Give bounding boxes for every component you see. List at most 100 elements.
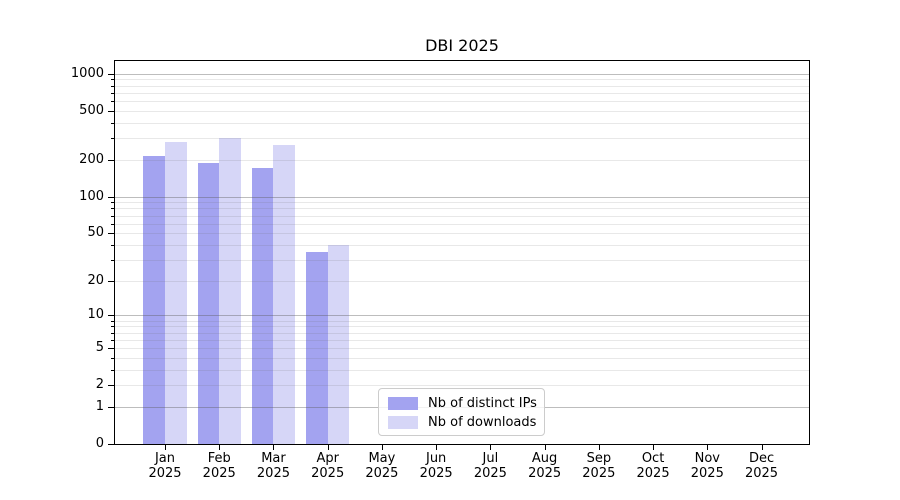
y-minor-tick-mark — [111, 208, 115, 210]
y-tick-mark — [108, 110, 115, 112]
y-minor-tick-mark — [111, 85, 115, 87]
x-tick-mark — [544, 445, 546, 450]
y-minor-tick-mark — [111, 326, 115, 328]
y-tick-mark — [108, 406, 115, 408]
x-tick-month: Mar — [261, 451, 286, 466]
gridline-minor — [115, 85, 809, 87]
gridline-minor — [115, 122, 809, 124]
x-tick-mark — [598, 445, 600, 450]
x-tick-year: 2025 — [582, 466, 616, 481]
x-tick-label-jun: Jun 2025 — [406, 451, 466, 481]
y-minor-tick-mark — [111, 122, 115, 124]
gridline-minor — [115, 385, 809, 387]
gridline-minor — [115, 92, 809, 94]
y-minor-tick-mark — [111, 357, 115, 359]
bar-distinct-ips-mar — [251, 167, 274, 444]
y-minor-tick-mark — [111, 202, 115, 204]
gridline-minor — [115, 369, 809, 371]
x-tick-mark — [761, 445, 763, 450]
y-tick-mark — [108, 444, 115, 445]
gridline-minor — [115, 202, 809, 204]
gridline-major — [115, 315, 809, 317]
x-tick-label-nov: Nov 2025 — [677, 451, 737, 481]
chart-title: DBI 2025 — [425, 36, 499, 55]
x-tick-month: Jun — [425, 451, 447, 466]
gridline-minor — [115, 101, 809, 103]
gridline-minor — [115, 332, 809, 334]
x-tick-year: 2025 — [202, 466, 236, 481]
y-minor-tick-mark — [111, 339, 115, 341]
x-tick-mark — [653, 445, 655, 450]
gridline-minor — [115, 110, 809, 112]
x-tick-mark — [273, 445, 275, 450]
x-tick-label-aug: Aug 2025 — [515, 451, 575, 481]
y-minor-tick-mark — [111, 79, 115, 81]
y-minor-tick-mark — [111, 223, 115, 225]
y-tick-label: 20 — [87, 272, 104, 288]
y-tick-label: 1 — [95, 398, 104, 414]
y-minor-tick-mark — [111, 259, 115, 261]
legend-label-downloads: Nb of downloads — [428, 415, 537, 430]
gridline-minor — [115, 159, 809, 161]
bar-downloads-jan — [165, 141, 187, 444]
x-tick-month: Feb — [207, 451, 231, 466]
gridline-major — [115, 196, 809, 198]
gridline-minor — [115, 339, 809, 341]
x-tick-year: 2025 — [311, 466, 345, 481]
y-tick-label: 0 — [95, 436, 104, 451]
x-tick-month: Apr — [316, 451, 339, 466]
y-minor-tick-mark — [111, 320, 115, 322]
x-tick-year: 2025 — [256, 466, 290, 481]
y-minor-tick-mark — [111, 138, 115, 140]
x-tick-label-may: May 2025 — [352, 451, 412, 481]
x-tick-mark — [219, 445, 221, 450]
x-tick-month: Aug — [531, 451, 558, 466]
y-minor-tick-mark — [111, 369, 115, 371]
x-tick-label-jan: Jan 2025 — [135, 451, 195, 481]
y-tick-mark — [108, 280, 115, 282]
y-tick-label: 5 — [95, 339, 104, 355]
x-tick-month: Oct — [641, 451, 665, 466]
y-tick-label: 50 — [87, 225, 104, 241]
gridline-minor — [115, 79, 809, 81]
plot-area — [115, 61, 809, 444]
gridline-minor — [115, 244, 809, 246]
bar-downloads-apr — [327, 244, 350, 444]
x-tick-label-apr: Apr 2025 — [298, 451, 358, 481]
bar-distinct-ips-jan — [143, 155, 165, 444]
bars-layer — [115, 61, 809, 444]
x-tick-month: Jan — [154, 451, 176, 466]
bar-distinct-ips-feb — [197, 162, 220, 444]
y-tick-label: 200 — [79, 151, 104, 167]
x-tick-label-feb: Feb 2025 — [189, 451, 249, 481]
x-tick-month: May — [368, 451, 396, 466]
bar-downloads-feb — [219, 138, 241, 444]
x-tick-year: 2025 — [528, 466, 562, 481]
y-minor-tick-mark — [111, 92, 115, 94]
x-tick-label-sep: Sep 2025 — [569, 451, 629, 481]
y-minor-tick-mark — [111, 215, 115, 217]
x-tick-label-jul: Jul 2025 — [460, 451, 520, 481]
legend-swatch-downloads — [388, 416, 418, 429]
x-tick-label-mar: Mar 2025 — [243, 451, 303, 481]
gridline-minor — [115, 259, 809, 261]
y-tick-mark — [108, 315, 115, 317]
gridline-minor — [115, 326, 809, 328]
bar-distinct-ips-apr — [305, 251, 328, 444]
bar-downloads-mar — [273, 144, 296, 444]
gridline-minor — [115, 208, 809, 210]
gridline-minor — [115, 138, 809, 140]
x-tick-year: 2025 — [365, 466, 399, 481]
x-tick-mark — [165, 445, 166, 450]
y-minor-tick-mark — [111, 244, 115, 246]
x-tick-year: 2025 — [636, 466, 670, 481]
y-tick-mark — [108, 385, 115, 387]
y-tick-mark — [108, 233, 115, 235]
y-tick-label: 10 — [87, 307, 104, 323]
y-minor-tick-mark — [111, 332, 115, 334]
y-tick-mark — [108, 73, 115, 75]
y-tick-mark — [108, 196, 115, 198]
x-tick-mark — [327, 445, 329, 450]
y-tick-label: 2 — [95, 377, 104, 393]
